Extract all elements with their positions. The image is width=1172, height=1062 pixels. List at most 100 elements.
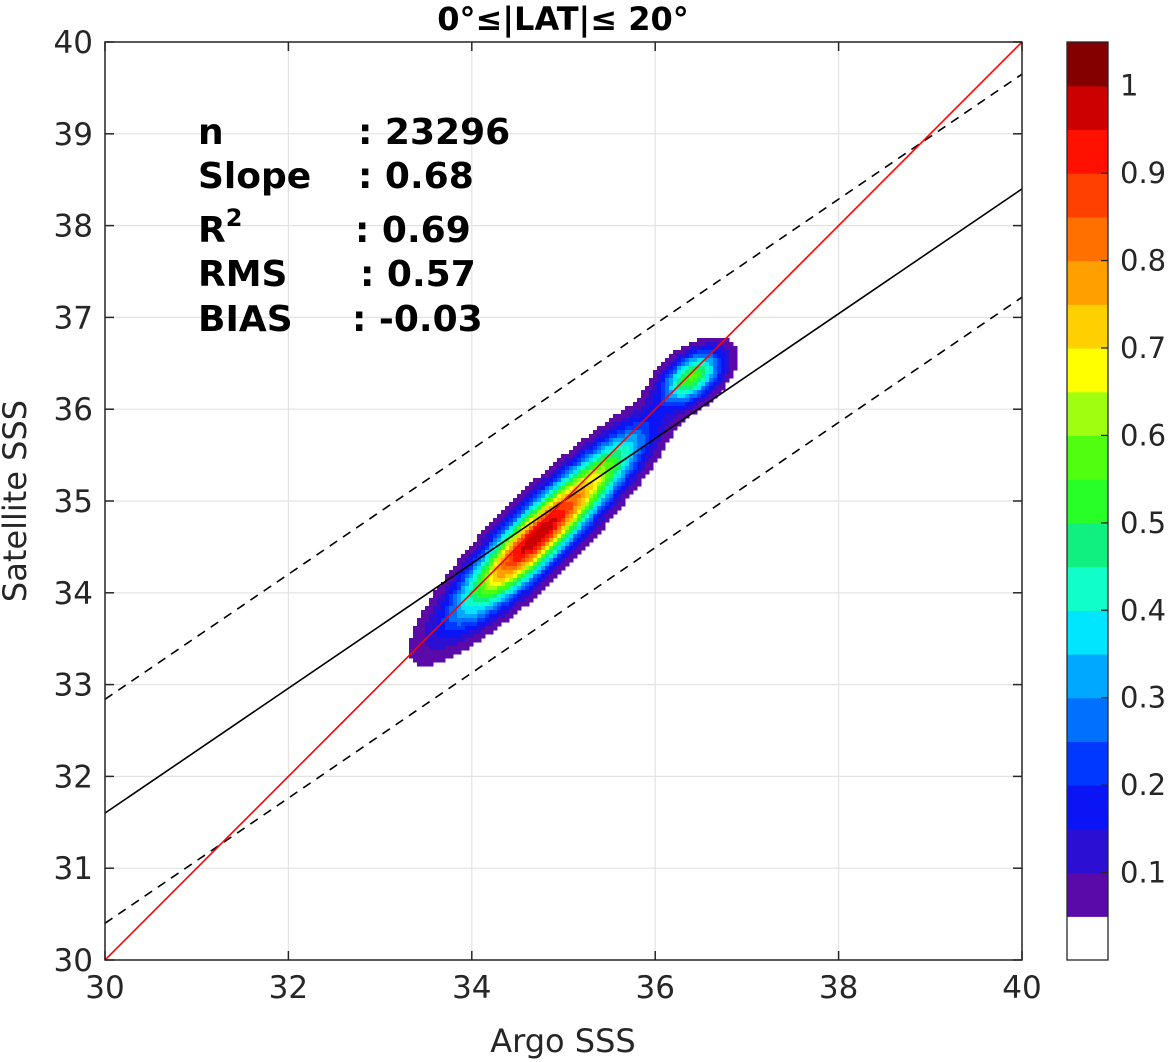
density-cell [573, 498, 578, 503]
density-cell [517, 546, 522, 551]
density-cell [521, 566, 526, 571]
density-cell [505, 522, 510, 527]
density-cell [577, 550, 582, 555]
density-cell [689, 410, 694, 415]
density-cell [421, 638, 426, 643]
density-cell [493, 594, 498, 599]
density-cell [489, 574, 494, 579]
density-cell [545, 490, 550, 495]
density-cell [549, 466, 554, 471]
density-cell [597, 442, 602, 447]
density-cell [641, 426, 646, 431]
density-cell [529, 570, 534, 575]
density-cell [645, 462, 650, 467]
density-cell [629, 474, 634, 479]
density-cell [553, 470, 558, 475]
density-cell [525, 494, 530, 499]
density-cell [569, 510, 574, 515]
density-cell [501, 550, 506, 555]
density-cell [661, 370, 666, 375]
density-cell [425, 642, 430, 647]
density-cell [709, 366, 714, 371]
density-cell [689, 350, 694, 355]
y-tick-label: 32 [54, 759, 93, 795]
density-cell [461, 626, 466, 631]
density-cell [609, 474, 614, 479]
density-cell [597, 502, 602, 507]
density-cell [461, 570, 466, 575]
density-cell [465, 626, 470, 631]
density-cell [465, 562, 470, 567]
density-cell [593, 518, 598, 523]
density-cell [489, 614, 494, 619]
colorbar-segment [1067, 304, 1108, 349]
density-cell [701, 342, 706, 347]
density-cell [481, 630, 486, 635]
density-cell [697, 370, 702, 375]
density-cell [529, 542, 534, 547]
density-cell [601, 446, 606, 451]
density-cell [413, 642, 418, 647]
density-cell [669, 378, 674, 383]
density-cell [653, 402, 658, 407]
density-cell [577, 506, 582, 511]
density-cell [449, 646, 454, 651]
density-cell [613, 486, 618, 491]
density-cell [653, 414, 658, 419]
density-cell [489, 582, 494, 587]
density-cell [429, 614, 434, 619]
density-cell [441, 650, 446, 655]
density-cell [701, 338, 706, 343]
density-cell [637, 474, 642, 479]
density-cell [693, 394, 698, 399]
density-cell [553, 518, 558, 523]
density-cell [433, 594, 438, 599]
density-cell [521, 506, 526, 511]
density-cell [437, 622, 442, 627]
density-cell [513, 610, 518, 615]
density-cell [553, 478, 558, 483]
density-cell [693, 358, 698, 363]
density-cell [445, 650, 450, 655]
density-cell [585, 450, 590, 455]
density-cell [557, 518, 562, 523]
grid-lines [104, 41, 1023, 961]
density-cell [577, 490, 582, 495]
density-cell [533, 566, 538, 571]
density-cell [461, 582, 466, 587]
density-cell [573, 514, 578, 519]
density-cell [605, 434, 610, 439]
density-cell [429, 650, 434, 655]
density-cell [601, 462, 606, 467]
density-cell [589, 466, 594, 471]
density-cell [653, 458, 658, 463]
density-cell [501, 590, 506, 595]
density-cell [661, 402, 666, 407]
stat-value: : 23296 [358, 112, 510, 153]
density-cell [489, 594, 494, 599]
density-cell [705, 394, 710, 399]
density-cell [593, 450, 598, 455]
density-cell [613, 418, 618, 423]
density-cell [617, 506, 622, 511]
density-cell [449, 634, 454, 639]
density-cell [545, 574, 550, 579]
density-cell [705, 358, 710, 363]
density-cell [489, 522, 494, 527]
density-cell [581, 518, 586, 523]
density-cell [433, 654, 438, 659]
density-cell [477, 606, 482, 611]
density-cell [581, 546, 586, 551]
density-cell [585, 518, 590, 523]
density-cell [549, 522, 554, 527]
colorbar: 0.10.20.30.40.50.60.70.80.91 [1066, 41, 1166, 961]
density-cell [513, 594, 518, 599]
density-cell [445, 622, 450, 627]
density-cell [529, 514, 534, 519]
density-cell [413, 626, 418, 631]
density-cell [645, 470, 650, 475]
x-tick-label: 36 [635, 970, 674, 1006]
density-cell [717, 354, 722, 359]
density-cell [553, 546, 558, 551]
density-cell [529, 562, 534, 567]
